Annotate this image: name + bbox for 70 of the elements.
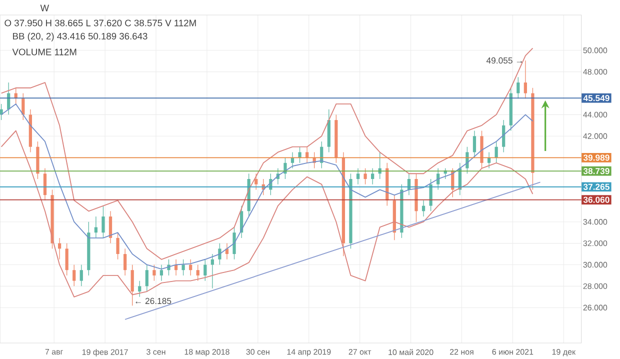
candlestick [472, 130, 476, 158]
y-tick-label: 42.000 [583, 133, 608, 139]
ref-line-label: 38.739 [583, 168, 610, 174]
x-tick-label: 19 дек [552, 349, 576, 356]
y-tick-label: 50.000 [583, 48, 608, 54]
ref-line-label: 45.549 [583, 95, 610, 102]
candlestick [145, 264, 148, 292]
candlestick [487, 152, 491, 169]
x-tick-label: 10 май 2020 [388, 349, 434, 356]
candlestick [502, 120, 506, 153]
annotation: O 37.950 H 38.665 L 37.620 C 38.575 V 112M [4, 20, 196, 26]
x-tick-label: 18 мар 2018 [184, 349, 230, 356]
candlestick [43, 168, 47, 201]
candlestick [124, 248, 127, 276]
y-tick-label: 48.000 [583, 68, 608, 75]
candlestick [189, 259, 192, 276]
y-tick-label: 32.000 [583, 240, 608, 246]
candlestick [94, 216, 98, 238]
candlestick [130, 264, 134, 306]
line-series [0, 130, 534, 298]
x-tick-label: 6 июн 2021 [492, 349, 534, 355]
candlestick [232, 226, 236, 260]
annotation: 49.055 → [486, 57, 522, 64]
ref-line-label: 39.989 [583, 154, 610, 161]
candlestick [371, 168, 374, 185]
ref-line-label: 36.060 [583, 196, 610, 203]
candlestick [72, 264, 76, 287]
candlestick [298, 146, 302, 164]
candlestick [305, 146, 309, 164]
x-tick-label: 3 сен [146, 349, 166, 355]
x-tick-label: 19 фев 2017 [82, 349, 128, 356]
y-tick-label: 44.000 [583, 112, 608, 118]
y-tick-label: 30.000 [583, 262, 608, 268]
candlestick [22, 92, 25, 120]
candlestick [65, 242, 68, 276]
x-tick-label: 30 сен [246, 349, 270, 355]
candlestick [58, 238, 62, 260]
candlestick [356, 168, 360, 185]
x-tick-label: 7 авг [45, 349, 63, 355]
y-tick-label: 26.000 [583, 304, 608, 310]
candlestick [494, 141, 498, 164]
candlestick [364, 168, 367, 185]
candlestick [160, 264, 164, 282]
x-tick-label: 22 ноя [450, 349, 474, 355]
candlestick [138, 280, 142, 298]
y-tick-label: 34.000 [583, 219, 608, 225]
annotation: BB (20, 2) 43.416 50.189 36.643 [13, 32, 148, 42]
candlestick [116, 232, 120, 260]
candlestick [80, 264, 83, 287]
candlestick [516, 76, 520, 99]
candlestick [422, 200, 426, 217]
candlestick [524, 60, 527, 99]
text: W [40, 4, 50, 12]
candlestick [429, 178, 432, 212]
candlestick [290, 152, 294, 169]
candlestick [210, 254, 214, 289]
candlestick [108, 210, 112, 244]
y-tick-label: 28.000 [583, 283, 608, 290]
candlestick [182, 259, 185, 276]
annotation: VOLUME 112M [12, 48, 76, 56]
candlestick [218, 242, 222, 266]
candlestick [152, 264, 156, 282]
candlestick [254, 173, 258, 190]
ref-line-label: 37.265 [583, 184, 610, 190]
candlestick [196, 264, 200, 282]
annotation: ← 26.185 [136, 298, 172, 304]
candlestick [204, 259, 207, 282]
x-tick-label: 27 окт [348, 349, 372, 355]
x-tick-label: 14 апр 2019 [287, 349, 331, 356]
candlestick [102, 205, 105, 238]
